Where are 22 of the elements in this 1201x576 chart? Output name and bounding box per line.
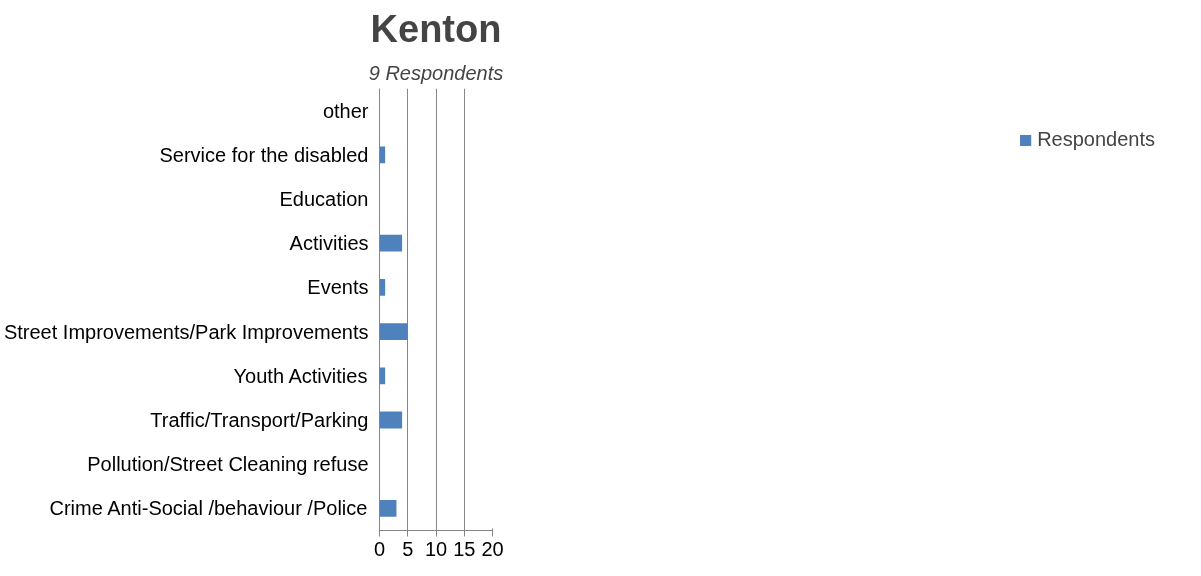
y-tick-label: Youth Activities <box>233 364 368 387</box>
chart-subtitle: 9 Respondents <box>368 61 504 84</box>
y-tick-label: other <box>322 99 369 122</box>
y-tick-label: Events <box>307 276 369 299</box>
legend-label: Respondents <box>1037 128 1155 151</box>
bar <box>379 234 403 252</box>
bar <box>379 411 403 429</box>
x-tick-label: 20 <box>481 537 504 560</box>
bar <box>379 323 408 340</box>
x-tick-label: 5 <box>402 537 414 560</box>
chart-title: Kenton <box>370 7 502 50</box>
y-tick-label: Crime Anti-Social /behaviour /Police <box>49 497 368 520</box>
x-tick-label: 15 <box>453 537 476 560</box>
y-tick-label: Pollution/Street Cleaning refuse <box>87 453 369 476</box>
y-tick-label: Street Improvements/Park Improvements <box>3 320 369 343</box>
y-tick-label: Activities <box>289 232 369 255</box>
y-tick-label: Service for the disabled <box>159 143 369 166</box>
bar <box>379 500 397 517</box>
y-tick-label: Traffic/Transport/Parking <box>150 409 369 431</box>
x-tick-label: 10 <box>424 537 448 560</box>
y-tick-label: Education <box>279 188 369 210</box>
x-tick-label: 0 <box>373 537 386 560</box>
